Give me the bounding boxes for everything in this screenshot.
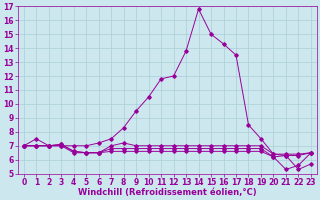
X-axis label: Windchill (Refroidissement éolien,°C): Windchill (Refroidissement éolien,°C)	[78, 188, 257, 197]
